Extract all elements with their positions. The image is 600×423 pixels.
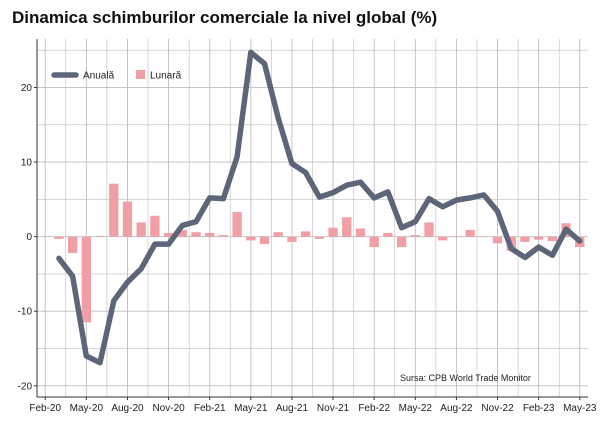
- y-tick-label: -10: [18, 307, 33, 318]
- x-tick-label: Feb-23: [523, 403, 555, 414]
- line-series: [56, 49, 583, 366]
- bar: [369, 236, 379, 248]
- bar: [273, 232, 283, 237]
- x-tick-label: Nov-22: [481, 403, 514, 414]
- grid: [37, 39, 588, 397]
- bar: [205, 232, 215, 237]
- bar: [177, 229, 187, 237]
- bar: [67, 236, 78, 254]
- bar: [479, 236, 489, 238]
- x-tick-label: May-20: [70, 403, 104, 414]
- legend-swatch-monthly: [136, 70, 145, 79]
- bar: [95, 235, 105, 237]
- line-annual: [56, 49, 583, 366]
- bar: [342, 217, 352, 237]
- x-tick-label: Feb-21: [194, 403, 226, 414]
- bar: [54, 236, 64, 239]
- x-tick-label: May-23: [563, 403, 597, 414]
- bar: [122, 201, 133, 237]
- x-tick-label: May-21: [234, 403, 268, 414]
- source-note: Sursa: CPB World Trade Monitor: [400, 373, 531, 383]
- bar: [355, 228, 366, 237]
- bar: [492, 236, 503, 244]
- bar: [218, 235, 229, 237]
- x-tick-label: Nov-20: [152, 403, 185, 414]
- bar: [547, 236, 558, 242]
- bar: [163, 232, 174, 237]
- legend-label-annual: Anuală: [83, 71, 115, 82]
- legend-label-monthly: Lunară: [150, 71, 182, 82]
- bar: [81, 236, 92, 323]
- bar: [438, 236, 448, 241]
- y-tick-label: 20: [21, 83, 33, 94]
- bar: [424, 222, 434, 237]
- bar: [465, 229, 475, 237]
- bar: [191, 232, 201, 237]
- bar: [533, 236, 544, 240]
- x-tick-label: Feb-22: [358, 403, 390, 414]
- bar: [232, 212, 242, 237]
- bar: [383, 232, 393, 237]
- x-tick-label: Aug-22: [440, 403, 473, 414]
- bar: [109, 183, 119, 237]
- bar: [300, 231, 311, 237]
- y-tick-label: 0: [26, 232, 32, 243]
- bar: [136, 222, 146, 237]
- bar: [150, 215, 160, 237]
- x-tick-label: Nov-21: [317, 403, 350, 414]
- bar: [451, 236, 462, 238]
- y-tick-label: 10: [21, 158, 33, 169]
- legend: Anuală Lunară: [51, 70, 182, 82]
- bar: [396, 236, 407, 248]
- chart-title: Dinamica schimburilor comerciale la nive…: [12, 8, 438, 27]
- x-tick-label: Aug-21: [276, 403, 309, 414]
- bar: [246, 236, 256, 241]
- bar-series: [54, 183, 585, 323]
- axes: -20 -10 0 10 20 Feb-20 May-20 Aug-20 Nov-20 Feb-2…: [18, 39, 597, 414]
- bar: [328, 227, 338, 237]
- y-tick-label: -20: [18, 381, 33, 392]
- bar: [520, 236, 530, 242]
- x-tick-label: Feb-20: [29, 403, 61, 414]
- x-tick-label: May-22: [399, 403, 433, 414]
- bar: [314, 236, 325, 239]
- bar: [410, 235, 420, 237]
- bar: [259, 236, 270, 245]
- x-tick-label: Aug-20: [111, 403, 144, 414]
- bar: [287, 236, 297, 242]
